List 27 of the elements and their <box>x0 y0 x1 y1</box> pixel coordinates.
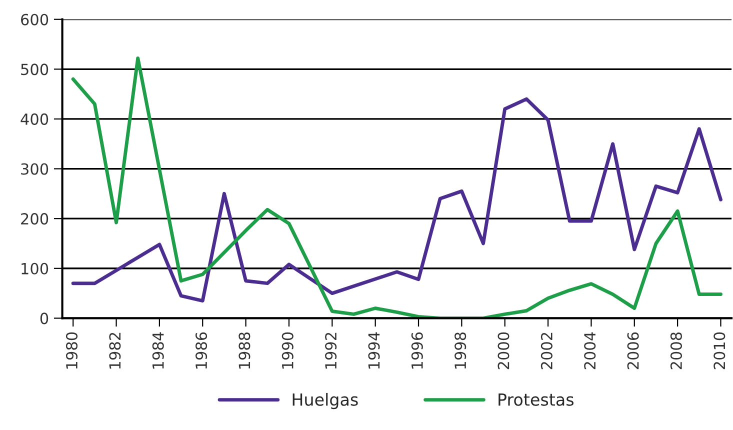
x-tick-label: 1986 <box>196 332 208 369</box>
line-series <box>71 56 722 318</box>
y-tick-label: 100 <box>22 262 48 274</box>
x-tick-label: 2006 <box>627 332 639 370</box>
x-tick-label: 2010 <box>714 332 726 370</box>
y-tick-label: 600 <box>21 14 48 26</box>
legend-label: Huelgas <box>292 392 358 410</box>
y-tick-label: 400 <box>20 113 48 125</box>
x-tick-label: 2000 <box>498 332 510 370</box>
x-tick-label: 2008 <box>670 332 682 370</box>
y-tick-label: 0 <box>40 312 48 324</box>
x-tick-label: 2002 <box>540 332 552 370</box>
x-tick-label: 1990 <box>282 332 294 369</box>
x-tick-label: 1994 <box>368 332 380 369</box>
x-tick-label: 1996 <box>411 332 423 369</box>
x-tick-label: 1988 <box>238 332 250 369</box>
line-series <box>71 97 722 302</box>
legend-label: Protestas <box>498 393 574 406</box>
x-tick-label: 1982 <box>109 332 121 369</box>
x-tick-label: 1984 <box>152 332 164 369</box>
x-tick-label: 1980 <box>66 332 78 369</box>
x-tick-label: 1998 <box>454 332 466 369</box>
x-tick-label: 2004 <box>584 332 596 370</box>
y-tick-label: 300 <box>21 163 48 175</box>
x-tick-label: 1992 <box>325 332 337 369</box>
y-tick-label: 500 <box>21 64 48 76</box>
y-tick-label: 200 <box>21 213 48 225</box>
